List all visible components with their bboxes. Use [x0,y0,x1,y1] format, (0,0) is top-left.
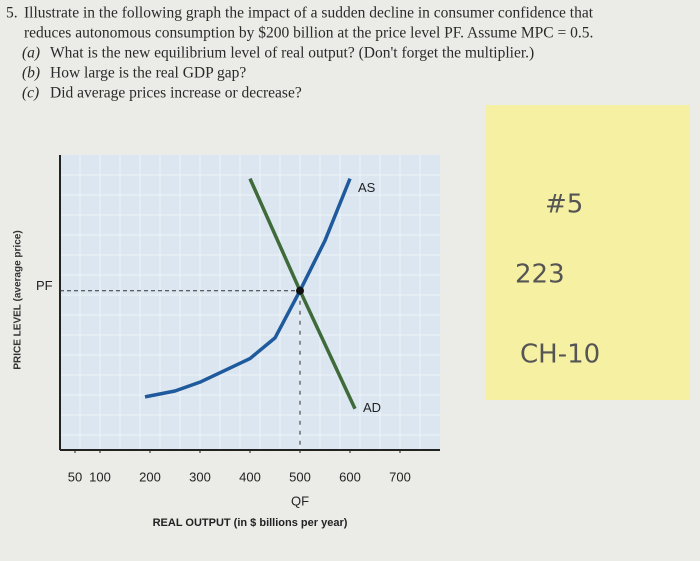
x-tick-label: 400 [239,469,261,484]
x-tick-label: 500 [289,469,311,484]
question-line: reduces autonomous consumption by $200 b… [24,25,593,42]
part-text: What is the new equilibrium level of rea… [50,45,534,62]
x-tick-label: 600 [339,469,361,484]
curve-label: AD [363,400,381,415]
part-text: Did average prices increase or decrease? [50,85,302,102]
plot-area [60,155,440,450]
part-label: (a) [22,45,40,62]
curve-label: AS [358,180,376,195]
annotation: QF [291,493,309,508]
question-line: Illustrate in the following graph the im… [24,5,594,22]
x-tick-label: 100 [89,469,111,484]
part-text: How large is the real GDP gap? [50,65,246,82]
x-tick-label: 50 [68,469,82,484]
x-axis-label: REAL OUTPUT (in $ billions per year) [153,517,348,529]
sticky-note [485,105,690,400]
x-tick-label: 200 [139,469,161,484]
x-tick-label: 700 [389,469,411,484]
x-tick-label: 300 [189,469,211,484]
note-text: 223 [515,260,565,290]
question-number: 5. [6,5,18,22]
part-label: (b) [22,65,40,82]
equilibrium-point [296,286,304,295]
note-text: #5 [545,190,583,220]
y-tick-label: PF [36,278,53,293]
note-text: CH-10 [520,340,600,370]
curve [144,177,352,399]
part-label: (c) [22,85,39,102]
y-axis-label: PRICE LEVEL (average price) [13,230,24,369]
